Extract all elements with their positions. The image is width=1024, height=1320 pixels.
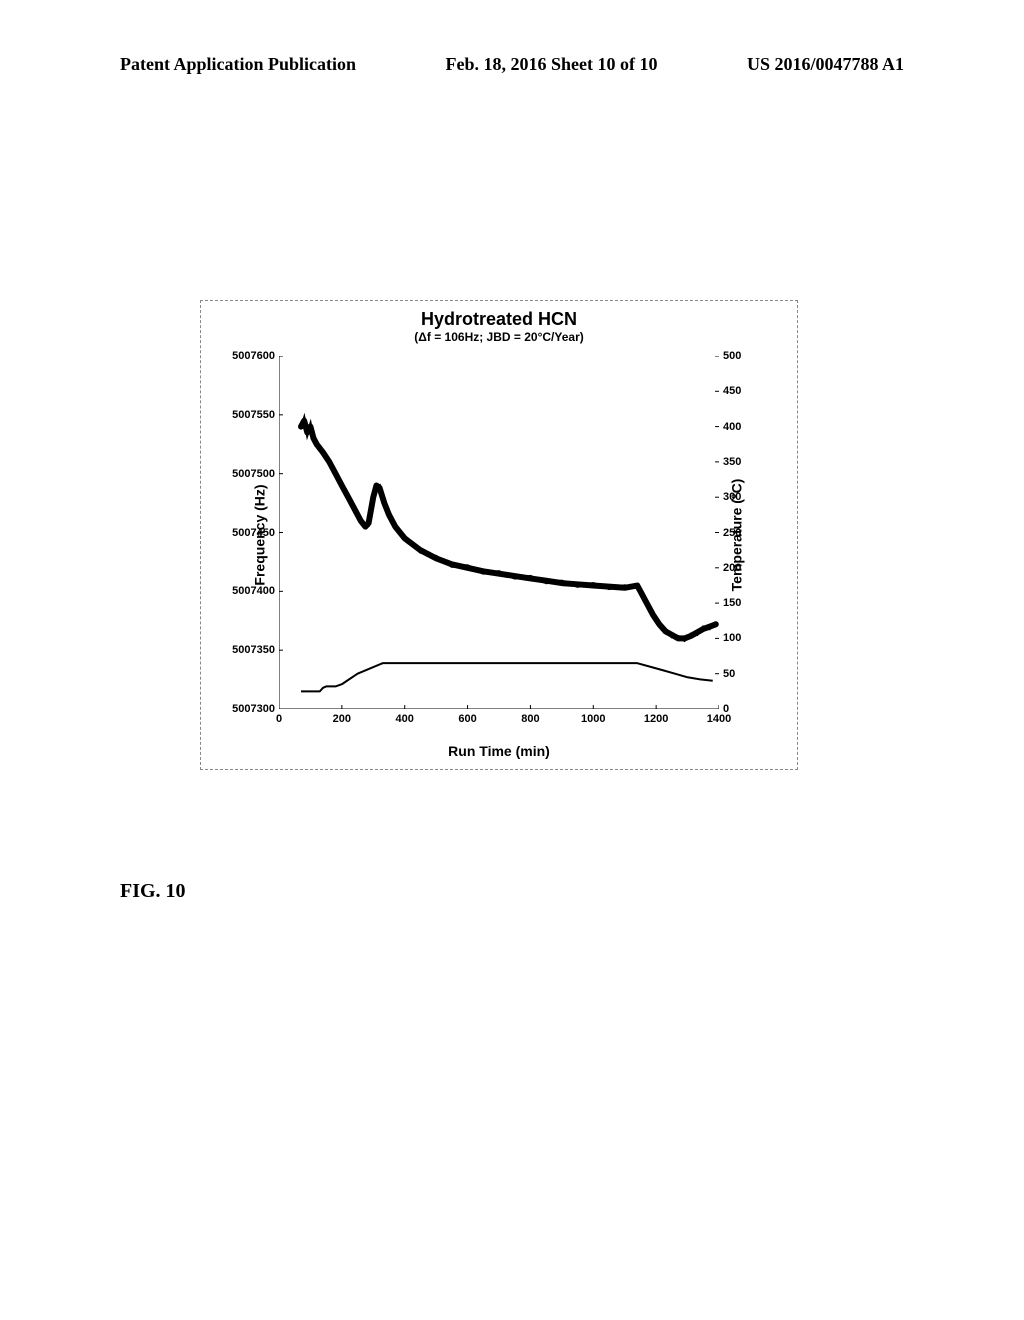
chart-title: Hydrotreated HCN (Δf = 106Hz; JBD = 20°C… <box>201 309 797 344</box>
x-tick: 1000 <box>581 713 605 725</box>
page-header: Patent Application Publication Feb. 18, … <box>0 54 1024 75</box>
y1-tick: 5007300 <box>232 703 275 715</box>
y2-tick-labels: 050100150200250300350400450500 <box>723 356 769 709</box>
x-tickmarks <box>279 705 719 709</box>
header-center: Feb. 18, 2016 Sheet 10 of 10 <box>446 54 658 75</box>
chart-svg <box>279 356 719 709</box>
x-tick: 0 <box>276 713 282 725</box>
y2-tick: 100 <box>723 632 741 644</box>
y1-tick: 5007550 <box>232 409 275 421</box>
x-tick: 1200 <box>644 713 668 725</box>
y2-tick: 150 <box>723 597 741 609</box>
y2-tick: 500 <box>723 350 741 362</box>
header-left: Patent Application Publication <box>120 54 356 75</box>
y2-tick: 450 <box>723 385 741 397</box>
chart-title-sub: (Δf = 106Hz; JBD = 20°C/Year) <box>201 330 797 344</box>
y1-tick: 5007600 <box>232 350 275 362</box>
y1-tick: 5007450 <box>232 527 275 539</box>
x-tick: 1400 <box>707 713 731 725</box>
figure-caption: FIG. 10 <box>120 880 186 903</box>
x-axis-label: Run Time (min) <box>201 743 797 759</box>
plot-area <box>279 356 719 709</box>
x-tick: 800 <box>521 713 539 725</box>
x-tick: 600 <box>458 713 476 725</box>
y1-tick-labels: 5007300500735050074005007450500750050075… <box>229 356 275 709</box>
y2-tick: 350 <box>723 456 741 468</box>
chart-container: Hydrotreated HCN (Δf = 106Hz; JBD = 20°C… <box>200 300 798 770</box>
frequency-series-noise <box>301 419 716 641</box>
y2-tick: 300 <box>723 491 741 503</box>
y1-tick: 5007350 <box>232 644 275 656</box>
y2-tick: 50 <box>723 668 735 680</box>
y1-tick: 5007400 <box>232 585 275 597</box>
x-tick-labels: 0200400600800100012001400 <box>279 713 719 727</box>
y2-tick: 400 <box>723 421 741 433</box>
header-right: US 2016/0047788 A1 <box>747 54 904 75</box>
x-tick: 200 <box>333 713 351 725</box>
x-tick: 400 <box>396 713 414 725</box>
temperature-series <box>301 663 713 691</box>
y2-tickmarks <box>715 356 719 709</box>
y2-tick: 250 <box>723 527 741 539</box>
chart-title-main: Hydrotreated HCN <box>201 309 797 330</box>
frequency-series <box>301 421 716 639</box>
y1-tickmarks <box>279 356 283 709</box>
y1-tick: 5007500 <box>232 468 275 480</box>
y2-tick: 200 <box>723 562 741 574</box>
